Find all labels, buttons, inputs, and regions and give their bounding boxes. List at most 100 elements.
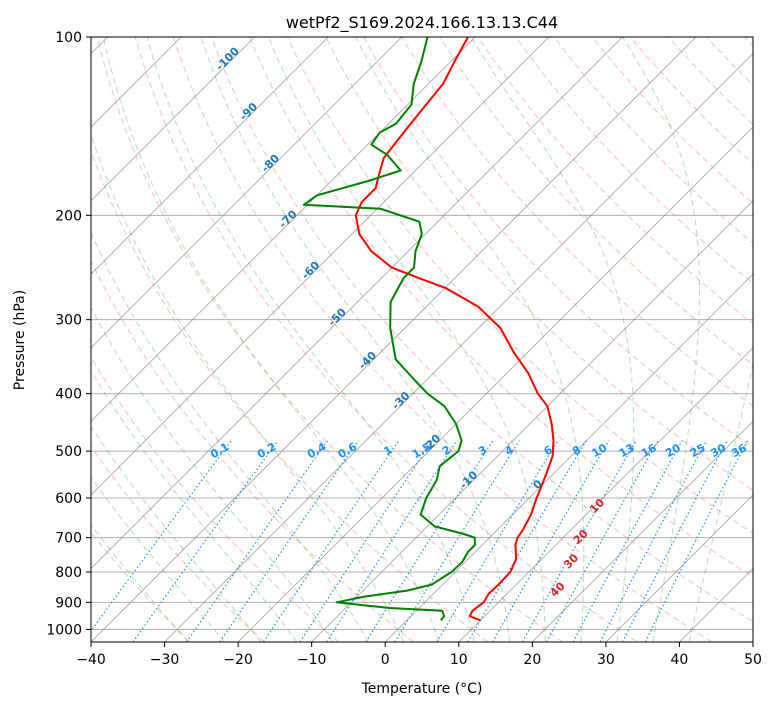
isotherm [679, 567, 753, 642]
mixing-ratio-line [599, 440, 708, 642]
isotherm [91, 37, 403, 349]
mixing-ratio-lines [91, 440, 749, 642]
plot-frame [90, 36, 754, 643]
mixing-ratio-line [546, 440, 659, 642]
moist-adiabat [146, 37, 475, 642]
pressure-grid [91, 37, 753, 630]
dry-adiabat [591, 37, 753, 204]
dry-adiabat [325, 37, 753, 491]
dry-adiabat [172, 37, 713, 642]
y-tick-label: 500 [55, 444, 82, 460]
isotherm [91, 37, 623, 570]
plot-area: 0.1 0.2 0.4 0.6 1 1.5 2 3 4 6 8 10 13 16 20 25 30 36-100-… [91, 37, 753, 642]
y-tick-label: 900 [55, 595, 82, 611]
moist-adiabat [470, 37, 635, 642]
dry-adiabat-label: -10 [457, 468, 480, 491]
mixing-ratio-line [394, 440, 520, 642]
x-tick-label: 40 [671, 652, 689, 668]
dry-adiabat [91, 356, 340, 642]
chart-title: wetPf2_S169.2024.166.13.13.C44 [286, 13, 558, 33]
mixing-ratio-label: 36 [729, 441, 749, 460]
moist-adiabat [200, 37, 511, 642]
profiles [302, 37, 555, 622]
moist-adiabat [355, 37, 585, 642]
mixing-ratio-label: 4 [503, 443, 516, 458]
isotherm [237, 126, 753, 642]
mixing-ratio-line [262, 440, 400, 642]
mixing-ratio-line [492, 440, 610, 642]
x-axis: −40 −30 −20 −10 0 10 20 30 40 50 [76, 642, 762, 668]
moist-adiabat [268, 37, 546, 642]
mixing-ratio-label: 25 [688, 441, 708, 460]
dry-adiabat [248, 37, 753, 578]
moist-adiabat [91, 476, 225, 642]
isotherm [91, 37, 697, 642]
dewpoint-profile [302, 37, 476, 621]
moist-adiabat-label: 40 [548, 579, 568, 599]
y-tick-label: 300 [55, 313, 82, 329]
x-tick-label: 10 [450, 652, 468, 668]
isotherm [458, 347, 753, 642]
moist-adiabat-label: 10 [587, 496, 607, 516]
isotherm [311, 200, 753, 642]
moist-adiabat [688, 361, 753, 642]
x-tick-label: −40 [76, 652, 106, 668]
x-tick-label: 20 [523, 652, 541, 668]
y-tick-label: 800 [55, 565, 82, 581]
x-axis-title: Temperature (°C) [361, 681, 483, 697]
dry-adiabat-label: -50 [326, 305, 349, 328]
mixing-ratio-line [326, 440, 458, 642]
moist-adiabat [622, 37, 700, 642]
mixing-ratio-label: 30 [708, 441, 728, 460]
isotherms [91, 37, 753, 642]
dry-adiabat [744, 37, 753, 47]
y-tick-label: 200 [55, 208, 82, 224]
moist-adiabats [91, 37, 753, 642]
mixing-ratio-line [132, 440, 279, 642]
x-tick-label: −10 [297, 652, 327, 668]
mixing-ratio-line [436, 440, 559, 642]
mixing-ratio-line [467, 440, 587, 642]
moist-adiabat-label: 30 [561, 551, 581, 571]
dry-adiabat [287, 37, 753, 534]
mixing-ratio-label: 0.1 [208, 440, 231, 461]
dry-adiabat-label: -60 [299, 258, 322, 281]
dry-adiabat [91, 445, 265, 642]
isotherm [91, 37, 255, 202]
dry-adiabat [96, 37, 563, 642]
dry-adiabat [134, 37, 638, 642]
moist-adiabat [91, 306, 334, 642]
moist-adiabat [91, 132, 405, 642]
dry-adiabat-label: -40 [356, 349, 379, 372]
moist-adiabat [102, 37, 440, 642]
dry-adiabat [705, 37, 753, 86]
mixing-ratio-label: 16 [639, 441, 659, 460]
mixing-ratio-line [644, 440, 749, 642]
dry-adiabat-label: -90 [237, 100, 260, 123]
moist-adiabat [91, 524, 189, 642]
moist-adiabat-label: 20 [571, 527, 591, 547]
isotherm [91, 37, 550, 496]
dry-adiabat [477, 37, 753, 325]
dry-adiabat [210, 37, 753, 623]
y-tick-label: 1000 [46, 622, 82, 638]
dry-adiabat-label: -70 [277, 207, 300, 230]
isotherm [91, 37, 329, 275]
isotherm [752, 641, 753, 642]
mixing-ratio-line [572, 440, 683, 642]
moist-adiabat [91, 369, 298, 642]
dry-adiabat [91, 259, 414, 642]
y-tick-label: 600 [55, 491, 82, 507]
dry-adiabat-label: -30 [389, 389, 412, 412]
x-tick-label: 30 [597, 652, 615, 668]
mixing-ratio-line [91, 440, 232, 632]
mixing-ratio-line [365, 440, 494, 642]
isotherm [532, 420, 753, 642]
x-tick-label: 50 [744, 652, 762, 668]
mixing-ratio-line [622, 440, 728, 642]
x-tick-label: −30 [150, 652, 180, 668]
dry-adiabat-label: -80 [259, 151, 282, 174]
isotherm [605, 494, 753, 642]
y-axis: 100 200 300 400 500 600 700 800 900 1000 [46, 30, 91, 638]
dry-adiabat [553, 37, 753, 244]
